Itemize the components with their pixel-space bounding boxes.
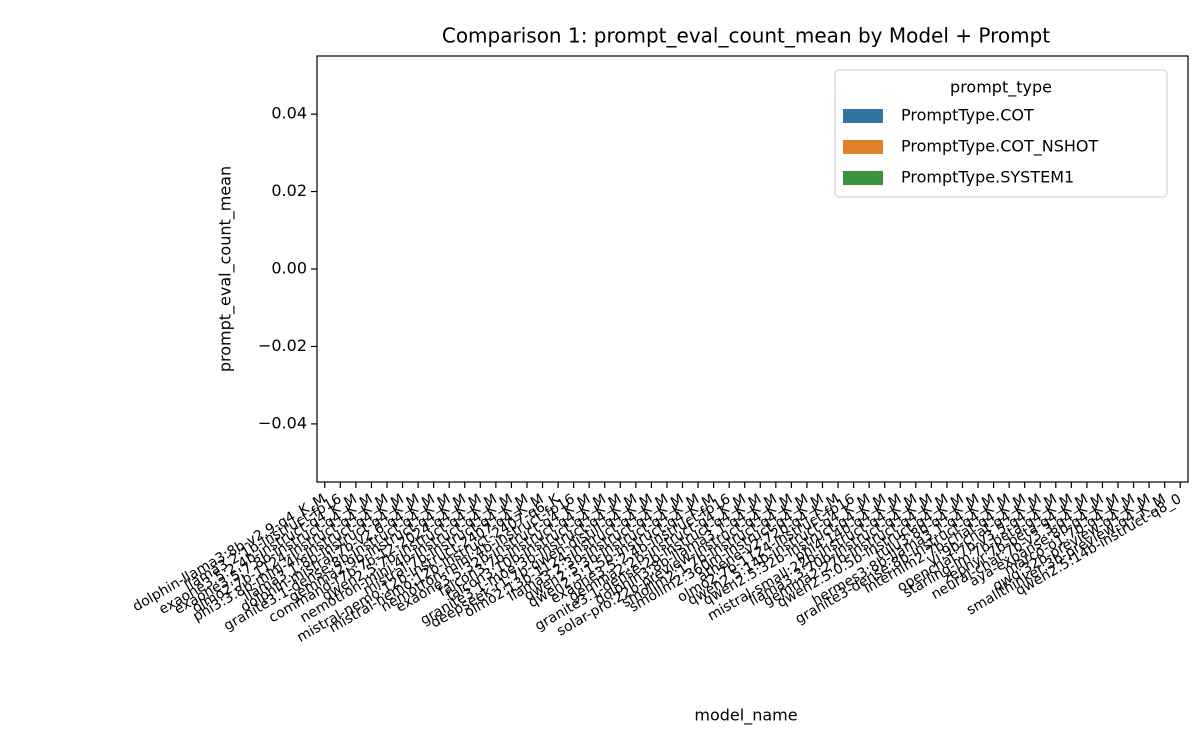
legend-swatch	[843, 140, 883, 154]
chart-title: Comparison 1: prompt_eval_count_mean by …	[442, 24, 1050, 48]
y-tick-label: −0.04	[258, 413, 307, 432]
y-tick-label: −0.02	[258, 336, 307, 355]
plot-frame	[316, 55, 1189, 483]
legend-title: prompt_type	[950, 78, 1052, 98]
legend-swatch	[843, 109, 883, 123]
legend-label: PromptType.COT	[901, 106, 1034, 125]
legend-label: PromptType.SYSTEM1	[901, 168, 1074, 187]
legend-label: PromptType.COT_NSHOT	[901, 137, 1099, 157]
legend-swatch	[843, 171, 883, 185]
legend-box	[834, 69, 1168, 198]
y-tick-label: 0.04	[271, 104, 307, 123]
y-tick-label: 0.02	[271, 181, 307, 200]
x-axis-label: model_name	[694, 706, 797, 726]
y-tick-label: 0.00	[271, 259, 307, 278]
y-axis-label: prompt_eval_count_mean	[216, 166, 236, 372]
